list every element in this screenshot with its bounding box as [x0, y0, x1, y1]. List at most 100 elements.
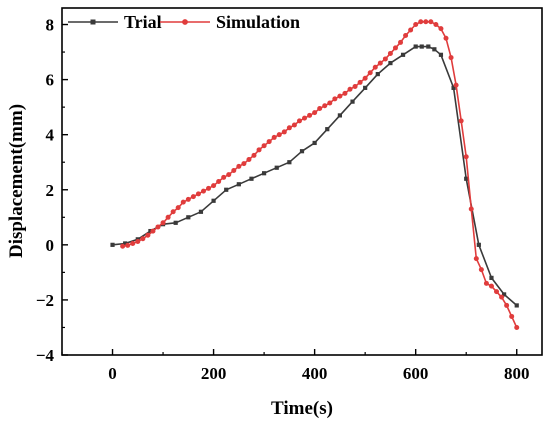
data-point — [211, 183, 217, 189]
data-point — [418, 19, 424, 25]
data-point — [502, 292, 507, 297]
data-point — [504, 302, 510, 308]
data-point — [458, 118, 464, 124]
data-point — [468, 206, 474, 212]
data-point — [155, 224, 161, 230]
data-point — [372, 64, 378, 70]
x-tick-label: 800 — [504, 364, 530, 383]
data-point — [464, 176, 469, 181]
data-point — [413, 22, 419, 28]
data-point — [423, 19, 429, 25]
y-tick-label: 0 — [46, 236, 55, 255]
y-tick-label: 4 — [46, 126, 55, 145]
data-point — [182, 19, 188, 25]
x-tick-label: 200 — [201, 364, 227, 383]
data-point — [509, 313, 515, 319]
data-point — [200, 188, 206, 194]
data-point — [453, 82, 459, 88]
axis-ticks: 0 200 400 600 800 −4 −2 0 2 4 6 8 — [36, 16, 530, 383]
data-point — [514, 324, 520, 330]
data-point — [140, 236, 146, 242]
data-point — [403, 33, 409, 39]
data-point — [433, 22, 439, 28]
x-tick-label: 0 — [108, 364, 117, 383]
data-point — [438, 26, 444, 32]
data-point — [337, 113, 342, 118]
data-point — [347, 86, 353, 92]
data-point — [489, 275, 494, 280]
data-point — [438, 52, 444, 57]
data-point — [375, 71, 380, 77]
data-point — [165, 214, 171, 220]
data-point — [426, 44, 431, 49]
data-point — [342, 90, 348, 96]
data-point — [387, 50, 393, 56]
data-point — [185, 196, 191, 202]
data-point — [296, 118, 302, 124]
data-point — [236, 182, 241, 187]
series-trial — [110, 44, 519, 308]
data-point — [413, 44, 418, 49]
data-point — [125, 242, 131, 248]
data-point — [271, 134, 277, 140]
x-axis-title: Time(s) — [271, 398, 333, 419]
data-point — [286, 125, 292, 131]
y-tick-label: −4 — [36, 346, 55, 365]
data-point — [246, 156, 252, 162]
data-point — [476, 242, 481, 247]
data-point — [327, 100, 333, 106]
data-point — [499, 294, 505, 300]
y-tick-label: 8 — [46, 16, 55, 35]
data-point — [262, 171, 267, 176]
data-point — [352, 83, 358, 89]
data-point — [432, 47, 437, 52]
data-point — [160, 220, 166, 226]
data-point — [274, 165, 279, 170]
data-point — [408, 27, 414, 33]
data-point — [514, 303, 519, 308]
data-point — [451, 85, 456, 90]
series-simulation — [120, 19, 520, 330]
data-point — [211, 198, 216, 203]
legend-item-simulation: Simulation — [160, 12, 300, 32]
legend-item-trial: Trial — [68, 12, 162, 32]
data-point — [120, 243, 126, 249]
data-point — [488, 283, 494, 289]
data-point — [195, 191, 201, 197]
data-point — [382, 56, 388, 62]
data-point — [261, 143, 267, 149]
data-point — [398, 39, 404, 45]
y-tick-label: −2 — [36, 291, 54, 310]
data-point — [221, 174, 227, 180]
data-point — [216, 179, 222, 184]
data-point — [317, 106, 323, 112]
legend: Trial Simulation — [68, 12, 300, 32]
data-point — [322, 103, 328, 109]
data-point — [224, 187, 229, 192]
data-point — [251, 152, 257, 158]
data-point — [231, 167, 237, 173]
data-point — [249, 176, 254, 181]
data-point — [463, 154, 469, 160]
data-point — [150, 228, 156, 234]
data-point — [388, 60, 393, 66]
data-point — [241, 161, 247, 167]
data-point — [276, 132, 282, 138]
x-tick-label: 600 — [403, 364, 429, 383]
plot-frame — [61, 7, 543, 356]
data-point — [367, 70, 373, 76]
data-point — [123, 241, 128, 246]
data-point — [135, 239, 141, 245]
data-point — [494, 289, 500, 295]
legend-label: Trial — [124, 12, 162, 32]
data-point — [206, 185, 212, 191]
data-point — [170, 209, 176, 215]
data-point — [198, 209, 204, 214]
data-point — [236, 163, 242, 169]
data-point — [130, 240, 136, 246]
data-point — [473, 256, 479, 262]
data-point — [392, 45, 398, 51]
data-point — [478, 267, 484, 273]
data-point — [337, 93, 343, 99]
